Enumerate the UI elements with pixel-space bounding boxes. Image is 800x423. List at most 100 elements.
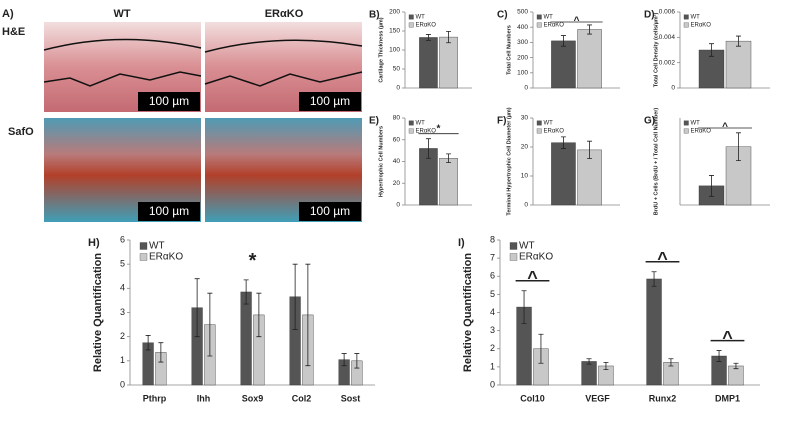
error-bar (256, 292, 262, 338)
bar (646, 278, 662, 386)
y-tick-label: 7 (490, 253, 495, 263)
y-tick-label: 300 (517, 39, 528, 46)
error-bar (560, 35, 566, 47)
zone-outline (43, 38, 363, 87)
error-bar (145, 335, 151, 351)
legend-label: WT (544, 121, 554, 127)
legend-label: WT (149, 241, 165, 252)
error-bar (425, 34, 431, 41)
row-label: SafO (8, 126, 34, 138)
column-label: ERαKO (265, 8, 304, 20)
legend-swatch (536, 22, 542, 28)
y-axis-label: Terminal Hypertrophic Cell Diameter (µm) (506, 107, 512, 215)
legend-label: ERαKO (519, 252, 553, 263)
error-bar (560, 136, 566, 149)
error-bar (651, 271, 657, 287)
panel-label: C) (497, 10, 508, 21)
bar (439, 36, 458, 89)
error-bar (736, 132, 741, 162)
annotation: ^ (527, 268, 538, 288)
scale-label: 100 µm (149, 94, 189, 108)
y-tick-label: 1 (120, 355, 125, 365)
legend-swatch (683, 14, 689, 20)
error-bar (586, 358, 592, 365)
error-bar (425, 138, 431, 159)
legend-label: ERαKO (416, 23, 437, 29)
error-bar (341, 353, 347, 367)
y-tick-label: 60 (393, 136, 401, 143)
y-tick-label: 6 (490, 271, 495, 281)
error-bar (736, 35, 741, 47)
y-tick-label: 50 (393, 66, 401, 73)
y-tick-label: 4 (490, 307, 495, 317)
y-tick-label: 0 (490, 379, 495, 389)
legend-label: WT (519, 241, 535, 252)
y-tick-label: 3 (120, 307, 125, 317)
scale-bar (299, 202, 361, 221)
bar (725, 40, 752, 89)
y-tick-label: 8 (490, 234, 495, 244)
y-tick-label: 0.006 (659, 9, 676, 16)
y-tick-label: 0 (120, 379, 125, 389)
y-tick-label: 150 (389, 28, 400, 35)
bar (577, 29, 602, 89)
y-tick-label: 0 (524, 202, 528, 209)
error-bar (587, 140, 593, 159)
y-tick-label: 100 (517, 70, 528, 77)
legend-swatch (683, 22, 689, 28)
y-tick-label: 20 (393, 180, 401, 187)
legend-swatch (536, 120, 542, 126)
bar (419, 37, 438, 89)
legend-swatch (509, 253, 518, 261)
legend-swatch (509, 242, 518, 250)
y-tick-label: 3 (490, 325, 495, 335)
error-bar (603, 361, 609, 370)
y-axis-label: Relative Quantification (92, 253, 104, 372)
y-axis-label: BrdU + Cells (BrdU + / Total Cell Number… (653, 108, 659, 216)
y-tick-label: 0.002 (659, 59, 676, 66)
x-tick-label: Pthrp (143, 393, 167, 403)
scale-bar (138, 92, 200, 111)
panel-label: G) (644, 116, 655, 127)
y-tick-label: 0 (671, 85, 675, 92)
x-tick-label: Col2 (292, 393, 312, 403)
bar (439, 158, 458, 206)
error-bar (158, 342, 164, 363)
bar (240, 291, 252, 386)
y-tick-label: 5 (490, 289, 495, 299)
y-axis-label: Hypertrophic Cell Numbers (378, 126, 384, 197)
y-tick-label: 100 (389, 47, 400, 54)
x-tick-label: Ihh (197, 393, 211, 403)
panel-label: H) (88, 237, 100, 249)
y-axis-label: Total Cell Density (cells/µm²) (652, 13, 659, 88)
scale-label: 100 µm (310, 204, 350, 218)
y-tick-label: 0 (396, 85, 400, 92)
legend-label: WT (416, 121, 426, 127)
error-bar (733, 362, 739, 370)
bar (551, 40, 576, 89)
x-tick-label: Sox9 (242, 393, 264, 403)
legend-label: ERαKO (149, 252, 183, 263)
error-bar (243, 279, 249, 305)
error-bar (709, 175, 714, 197)
row-label: H&E (2, 26, 25, 38)
y-axis-label: Relative Quantification (462, 253, 474, 372)
scale-bar (299, 92, 361, 111)
panel-a: A) WT ERαKO H&E SafO 100 µm 100 µm 100 µ… (2, 8, 363, 222)
panel-label: I) (458, 237, 465, 249)
annotation: * (249, 250, 257, 272)
y-tick-label: 2 (490, 343, 495, 353)
annotation: ^ (657, 248, 668, 268)
x-tick-label: DMP1 (715, 393, 740, 403)
y-tick-label: 4 (120, 283, 125, 293)
y-tick-label: 0.004 (659, 34, 676, 41)
legend-label: ERαKO (544, 23, 565, 29)
legend-label: ERαKO (691, 129, 712, 135)
legend-swatch (408, 14, 414, 20)
error-bar (194, 278, 200, 338)
legend-swatch (536, 14, 542, 20)
error-bar (446, 30, 452, 44)
y-tick-label: 5 (120, 259, 125, 269)
error-bar (709, 43, 714, 57)
x-tick-label: VEGF (585, 393, 610, 403)
